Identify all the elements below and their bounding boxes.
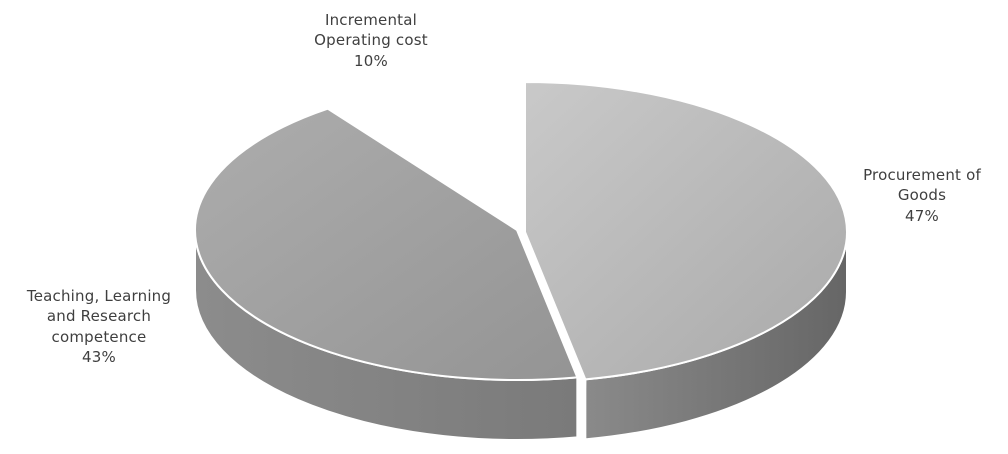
- slice-value-label: 47%: [905, 206, 939, 225]
- data-label-teaching-learning-research: Teaching, Learning and Research competen…: [6, 286, 192, 367]
- slice-label-line: competence: [51, 327, 147, 346]
- slice-label-line: Teaching, Learning: [26, 287, 172, 305]
- slice-value-label: 43%: [82, 347, 116, 366]
- pie-slice-top: [524, 81, 848, 381]
- pie-slices: [194, 81, 848, 441]
- slice-seam: [582, 379, 587, 440]
- slice-label-line: Operating cost: [314, 31, 428, 50]
- slice-label-line: Procurement of: [863, 166, 981, 184]
- pie-slice-top: [194, 107, 579, 381]
- slice-value-label: 10%: [354, 51, 388, 70]
- slice-label-line: Goods: [897, 186, 947, 205]
- slice-label-line: Incremental: [324, 11, 418, 29]
- data-label-incremental-operating-cost: Incremental Operating cost 10%: [286, 10, 456, 71]
- data-label-procurement-of-goods: Procurement of Goods 47%: [836, 165, 1008, 226]
- slice-label-line: and Research: [46, 307, 152, 326]
